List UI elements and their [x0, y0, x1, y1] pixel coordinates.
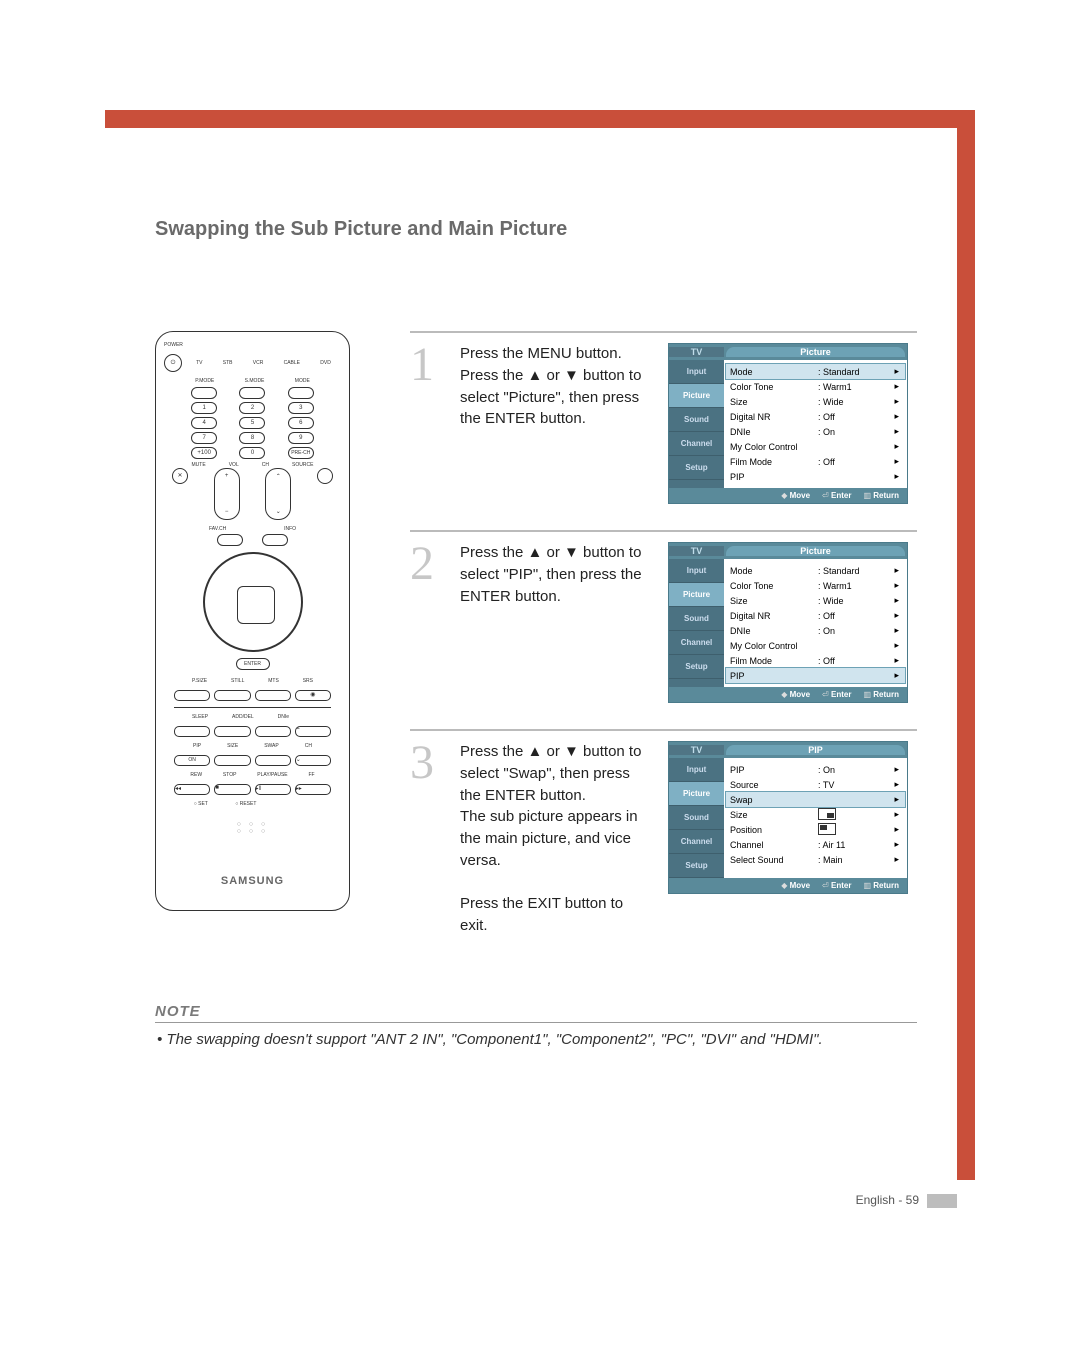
osd-row: Size▸ — [730, 807, 901, 822]
mts[interactable] — [255, 690, 291, 701]
note-text: • The swapping doesn't support "ANT 2 IN… — [155, 1029, 917, 1050]
step-3: 3 Press the ▲ or ▼ button to select "Swa… — [410, 729, 917, 963]
osd-screenshot-2: TVPicture Input Picture Sound Channel Se… — [668, 542, 908, 703]
osd-row: DNIe: On▸ — [730, 424, 901, 439]
remote-column: POWER ⏻ TV STB VCR CABLE DVD P.MODE — [155, 331, 350, 963]
num-7[interactable]: 7 — [191, 432, 217, 444]
osd-row: My Color Control▸ — [730, 439, 901, 454]
osd-row: Position▸ — [730, 822, 901, 837]
note-label: NOTE — [155, 1003, 917, 1023]
num-9[interactable]: 9 — [288, 432, 314, 444]
step-number: 3 — [410, 741, 442, 937]
favch[interactable] — [217, 534, 243, 546]
page-title: Swapping the Sub Picture and Main Pictur… — [155, 218, 917, 241]
step-number: 1 — [410, 343, 442, 504]
num-2[interactable]: 2 — [239, 402, 265, 414]
osd-row: Film Mode: Off▸ — [730, 653, 901, 668]
step-text: Press the MENU button. Press the ▲ or ▼ … — [460, 343, 650, 504]
osd-row: My Color Control▸ — [730, 638, 901, 653]
ch-rocker[interactable]: ⌃⌄ — [265, 468, 291, 520]
num-3[interactable]: 3 — [288, 402, 314, 414]
num-5[interactable]: 5 — [239, 417, 265, 429]
prech[interactable]: PRE-CH — [288, 447, 314, 459]
osd-row: Size: Wide▸ — [730, 593, 901, 608]
source-button[interactable] — [317, 468, 333, 484]
mute-button[interactable]: ✕ — [172, 468, 188, 484]
page-number: English - 59 — [856, 1193, 957, 1208]
num-8[interactable]: 8 — [239, 432, 265, 444]
page-frame: Swapping the Sub Picture and Main Pictur… — [105, 110, 975, 1180]
num-0[interactable]: 0 — [239, 447, 265, 459]
osd-row: PIP▸ — [730, 469, 901, 484]
osd-row: Digital NR: Off▸ — [730, 608, 901, 623]
num-6[interactable]: 6 — [288, 417, 314, 429]
osd-row: Mode: Standard▸ — [730, 563, 901, 578]
osd-row: Swap▸ — [726, 792, 905, 807]
info[interactable] — [262, 534, 288, 546]
osd-tabs: Input Picture Sound Channel Setup — [669, 360, 724, 488]
osd-row: Color Tone: Warm1▸ — [730, 379, 901, 394]
power-button[interactable]: ⏻ — [164, 354, 182, 372]
step-text: Press the ▲ or ▼ button to select "Swap"… — [460, 741, 650, 937]
step-text: Press the ▲ or ▼ button to select "PIP",… — [460, 542, 650, 703]
step-1: 1 Press the MENU button. Press the ▲ or … — [410, 331, 917, 530]
plus100[interactable]: +100 — [191, 447, 217, 459]
brand-logo: SAMSUNG — [164, 875, 341, 887]
osd-row: Source: TV▸ — [730, 777, 901, 792]
num-1[interactable]: 1 — [191, 402, 217, 414]
osd-list: Mode: Standard▸Color Tone: Warm1▸Size: W… — [724, 360, 907, 488]
steps-column: 1 Press the MENU button. Press the ▲ or … — [410, 331, 917, 963]
osd-row: PIP: On▸ — [730, 762, 901, 777]
psize[interactable] — [174, 690, 210, 701]
osd-row: Color Tone: Warm1▸ — [730, 578, 901, 593]
osd-row: Select Sound: Main▸ — [730, 852, 901, 867]
enter-button[interactable]: ENTER — [236, 658, 270, 670]
page-content: Swapping the Sub Picture and Main Pictur… — [105, 128, 957, 1050]
osd-screenshot-3: TVPIP Input Picture Sound Channel Setup … — [668, 741, 908, 937]
direction-pad[interactable] — [203, 552, 303, 652]
main-layout: POWER ⏻ TV STB VCR CABLE DVD P.MODE — [155, 331, 917, 963]
osd-row: Size: Wide▸ — [730, 394, 901, 409]
osd-row: Film Mode: Off▸ — [730, 454, 901, 469]
mode-labels: TV STB VCR CABLE DVD — [186, 360, 341, 366]
step-2: 2 Press the ▲ or ▼ button to select "PIP… — [410, 530, 917, 729]
pmode-button[interactable] — [191, 387, 217, 399]
osd-row: DNIe: On▸ — [730, 623, 901, 638]
still[interactable] — [214, 690, 250, 701]
srs[interactable]: ◉ — [295, 690, 331, 701]
osd-row: Digital NR: Off▸ — [730, 409, 901, 424]
note-block: NOTE • The swapping doesn't support "ANT… — [155, 1003, 917, 1050]
smode-button[interactable] — [239, 387, 265, 399]
osd-row: PIP▸ — [726, 668, 905, 683]
osd-row: Mode: Standard▸ — [726, 364, 905, 379]
power-label: POWER — [164, 342, 183, 348]
vol-rocker[interactable]: +− — [214, 468, 240, 520]
osd-screenshot-1: TVPicture Input Picture Sound Channel Se… — [668, 343, 908, 504]
osd-row: Channel: Air 11▸ — [730, 837, 901, 852]
num-4[interactable]: 4 — [191, 417, 217, 429]
step-number: 2 — [410, 542, 442, 703]
remote-control: POWER ⏻ TV STB VCR CABLE DVD P.MODE — [155, 331, 350, 911]
mode-button[interactable] — [288, 387, 314, 399]
